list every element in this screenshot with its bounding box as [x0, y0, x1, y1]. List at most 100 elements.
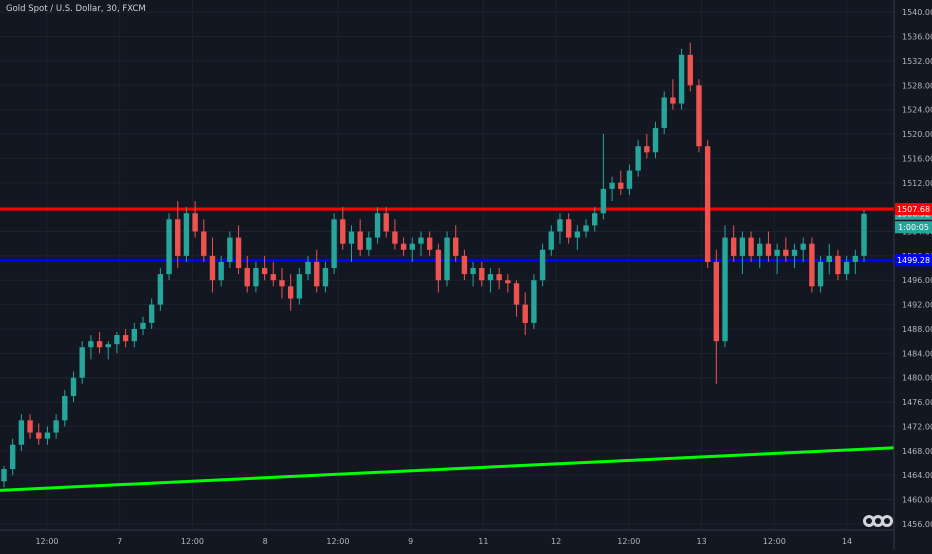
y-tick-label: 1520.00	[902, 130, 932, 139]
y-tick-label: 1488.00	[902, 325, 932, 334]
candle-body	[644, 146, 650, 153]
candle-body	[713, 261, 720, 342]
candle-body	[383, 213, 389, 232]
candle	[175, 201, 181, 269]
candle	[470, 261, 476, 287]
candle	[218, 255, 224, 287]
y-tick-label: 1492.00	[902, 301, 932, 310]
level-price-label-text: 1507.68	[897, 205, 930, 214]
candle	[305, 255, 311, 281]
candle	[809, 237, 815, 293]
candle-body	[826, 255, 832, 262]
candle-body	[314, 261, 320, 287]
candle-body	[722, 237, 728, 342]
y-tick-label: 1524.00	[902, 106, 932, 115]
candle	[53, 414, 59, 439]
candle	[791, 243, 798, 269]
candle-body	[565, 219, 572, 238]
candle-body	[18, 420, 25, 445]
candle-body	[435, 249, 442, 281]
candle-body	[183, 213, 190, 256]
candle-body	[270, 274, 276, 281]
candle	[331, 213, 337, 275]
candle-body	[1, 469, 7, 482]
tradingview-logo-icon	[863, 515, 893, 527]
candle	[400, 237, 407, 256]
candle	[618, 170, 624, 195]
candle-body	[27, 420, 33, 433]
candle-body	[62, 395, 68, 421]
candle	[322, 261, 329, 293]
candle-body	[800, 243, 806, 250]
candle-body	[678, 54, 685, 104]
candle-body	[774, 249, 780, 256]
candle	[296, 268, 303, 305]
candle	[88, 335, 94, 360]
candle	[1, 466, 7, 488]
candle-body	[557, 219, 563, 232]
candle-body	[253, 268, 259, 287]
candle	[374, 207, 381, 244]
y-tick-label: 1460.00	[902, 496, 932, 505]
candle-body	[470, 268, 476, 275]
candle-body	[539, 249, 546, 281]
candle	[366, 231, 372, 256]
candle	[140, 316, 146, 336]
candle	[27, 414, 33, 439]
candle	[843, 255, 850, 281]
candle-body	[114, 335, 120, 345]
trend-line	[0, 446, 895, 492]
candle	[531, 274, 537, 329]
candle	[157, 268, 164, 311]
candle	[79, 341, 85, 384]
y-tick-label: 1496.00	[902, 276, 932, 285]
candle-body	[748, 237, 754, 256]
candle-body	[696, 85, 702, 147]
candle	[592, 207, 598, 232]
candle	[557, 213, 563, 244]
candle	[270, 261, 276, 287]
candle	[453, 225, 459, 262]
candle-body	[296, 274, 303, 299]
y-tick-label: 1476.00	[902, 398, 932, 407]
candle-body	[618, 182, 624, 189]
y-tick-label: 1472.00	[902, 422, 932, 431]
candle-body	[235, 237, 242, 269]
candle	[505, 274, 511, 293]
candle	[192, 201, 198, 238]
candle	[548, 225, 554, 256]
candle	[704, 140, 711, 269]
candle-body	[122, 335, 129, 342]
level-price-label: 1499.28	[895, 254, 932, 267]
x-tick-label: 14	[842, 537, 852, 546]
candle	[722, 225, 728, 348]
candle	[583, 219, 589, 238]
candle	[852, 249, 859, 275]
candle-body	[548, 231, 554, 250]
candle-body	[861, 213, 867, 256]
x-tick-label: 11	[478, 537, 488, 546]
candle	[487, 268, 494, 293]
candle	[426, 231, 433, 256]
candle-body	[340, 219, 346, 244]
level-price-label-bg	[895, 254, 932, 267]
candle	[644, 134, 650, 159]
candle	[496, 268, 502, 290]
candle	[131, 322, 137, 348]
level-price-label-text: 1499.28	[897, 256, 930, 265]
candle-body	[374, 213, 381, 238]
candle-body	[496, 274, 502, 281]
candle	[800, 237, 806, 262]
candle-body	[583, 225, 589, 232]
candle-body	[105, 344, 111, 348]
candle	[235, 225, 242, 275]
candle	[461, 249, 468, 281]
level-price-label-bg	[895, 203, 932, 216]
current-price-label-text: 1:00:05	[898, 223, 929, 232]
candle	[817, 255, 824, 293]
candle-body	[791, 249, 798, 256]
candle	[9, 438, 16, 476]
candles	[1, 42, 867, 488]
